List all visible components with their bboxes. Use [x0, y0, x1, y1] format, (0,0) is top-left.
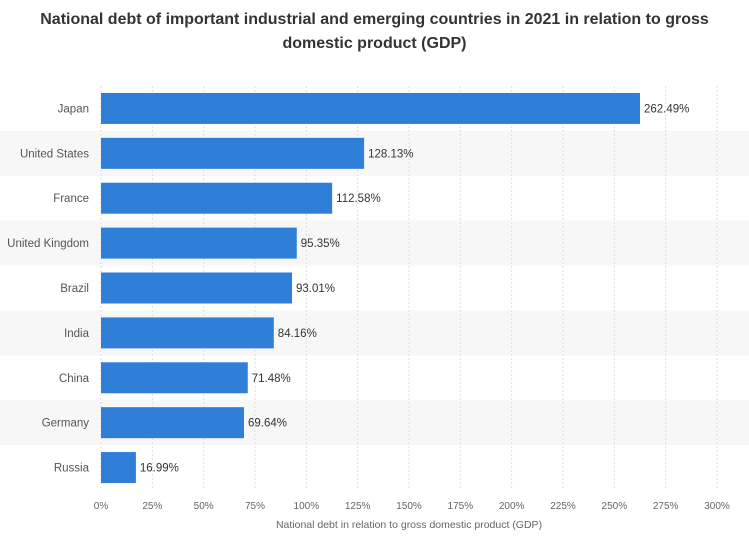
x-tick-label: 200%	[499, 501, 525, 512]
x-axis-title: National debt in relation to gross domes…	[276, 519, 542, 531]
value-label: 71.48%	[252, 373, 291, 385]
x-tick-label: 50%	[194, 501, 214, 512]
bar[interactable]	[101, 362, 248, 394]
x-tick-label: 125%	[345, 501, 371, 512]
category-label: Brazil	[60, 283, 89, 295]
bar[interactable]	[101, 452, 136, 484]
value-label: 112.58%	[336, 193, 381, 205]
x-tick-label: 25%	[142, 501, 162, 512]
category-label: Russia	[54, 463, 90, 475]
x-tick-label: 275%	[653, 501, 679, 512]
x-tick-label: 250%	[602, 501, 628, 512]
value-label: 16.99%	[140, 463, 179, 475]
bar[interactable]	[101, 317, 274, 349]
category-label: China	[59, 373, 90, 385]
x-tick-label: 0%	[94, 501, 109, 512]
value-label: 95.35%	[301, 238, 340, 250]
x-tick-label: 300%	[704, 501, 730, 512]
x-tick-label: 75%	[245, 501, 265, 512]
category-label: Japan	[58, 103, 89, 115]
x-tick-label: 225%	[550, 501, 576, 512]
value-label: 93.01%	[296, 283, 335, 295]
x-tick-label: 175%	[448, 501, 474, 512]
value-label: 84.16%	[278, 328, 317, 340]
chart-title: National debt of important industrial an…	[40, 11, 709, 52]
category-label: India	[64, 328, 90, 340]
bar[interactable]	[101, 92, 640, 124]
bar[interactable]	[101, 272, 292, 304]
category-label: United Kingdom	[7, 238, 89, 250]
bar[interactable]	[101, 137, 365, 169]
bar[interactable]	[101, 407, 244, 439]
value-label: 128.13%	[368, 148, 413, 160]
x-tick-labels: 0% 25% 50% 75% 100% 125% 150% 175% 200% 225% 250% 2…	[94, 501, 730, 512]
value-labels: 262.49% 128.13% 112.58% 95.35% 93.01% 84.16% 7…	[140, 103, 689, 474]
category-labels: Japan United States France United Kingdom Br…	[7, 103, 89, 474]
bar[interactable]	[101, 182, 333, 214]
x-tick-label: 150%	[396, 501, 422, 512]
value-label: 262.49%	[644, 103, 689, 115]
bar[interactable]	[101, 227, 297, 259]
x-tick-label: 100%	[294, 501, 320, 512]
category-label: United States	[20, 148, 89, 160]
category-label: France	[53, 193, 89, 205]
category-label: Germany	[42, 418, 90, 430]
bars	[101, 92, 640, 484]
value-label: 69.64%	[248, 418, 287, 430]
